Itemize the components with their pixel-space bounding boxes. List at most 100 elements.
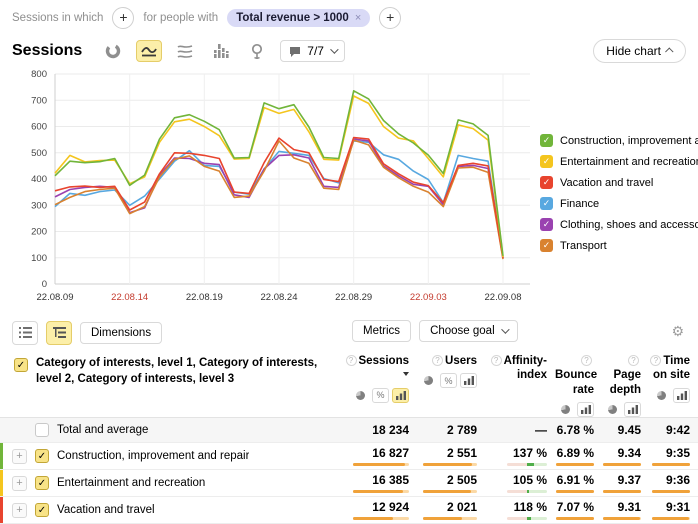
table-settings-gear-icon[interactable]: ⚙ <box>671 323 684 340</box>
dimension-checkbox[interactable]: ✓ <box>14 358 28 372</box>
help-icon[interactable]: ? <box>581 355 592 366</box>
metric-value-cell: 2 505 <box>417 470 485 496</box>
value-bar <box>652 463 690 466</box>
value-bar <box>423 490 477 493</box>
expand-row-button[interactable]: + <box>12 476 27 491</box>
legend-item[interactable]: ✓Finance <box>540 197 698 210</box>
chevron-down-icon <box>330 45 338 53</box>
metrics-button[interactable]: Metrics <box>352 320 411 342</box>
legend-checkbox[interactable]: ✓ <box>540 134 553 147</box>
expand-row-button[interactable]: + <box>12 503 27 518</box>
row-label: Construction, improvement and repair <box>57 450 249 462</box>
metric-columns-header: ?Sessions%?Users%?Affinity-index?Bounce … <box>345 352 698 417</box>
row-checkbox[interactable]: ✓ <box>35 449 49 463</box>
legend-checkbox[interactable]: ✓ <box>540 155 553 168</box>
legend-checkbox[interactable]: ✓ <box>540 176 553 189</box>
yandex-metrica-report-page: Sessions in which + for people with Tota… <box>0 0 698 524</box>
add-session-condition-button[interactable]: + <box>112 7 134 29</box>
tree-icon <box>53 327 66 338</box>
metric-value: 9:35 <box>666 447 690 460</box>
metric-value: 9:31 <box>666 501 690 514</box>
metric-value: 9.45 <box>618 424 641 437</box>
map-chart-type-button[interactable] <box>244 40 270 62</box>
pie-display-toggle[interactable] <box>653 388 670 403</box>
column-sort-label[interactable]: ?Bounce rate <box>555 354 594 397</box>
filter-chip-total-revenue[interactable]: Total revenue > 1000 × <box>227 9 370 27</box>
percent-display-toggle[interactable]: % <box>440 373 457 388</box>
legend-checkbox[interactable]: ✓ <box>540 197 553 210</box>
row-checkbox[interactable]: ✓ <box>35 476 49 490</box>
column-sort-label[interactable]: ?Affinity-index <box>485 354 547 383</box>
table-header: ✓ Category of interests, level 1, Catego… <box>0 350 698 417</box>
tree-view-button[interactable] <box>46 321 72 345</box>
remove-filter-icon[interactable]: × <box>355 12 361 24</box>
row-values: 12 9242 021118 %7.07 %9.319:31 <box>345 497 698 523</box>
bar-display-toggle[interactable] <box>392 388 409 403</box>
pie-chart-type-button[interactable] <box>100 40 126 62</box>
display-mode-toggles <box>602 402 641 417</box>
legend-item[interactable]: ✓Clothing, shoes and accessories <box>540 218 698 231</box>
total-row: Total and average18 2342 789—6.78 %9.459… <box>0 417 698 443</box>
metric-value: 9:36 <box>666 474 690 487</box>
column-sort-label[interactable]: ?Page depth <box>602 354 641 397</box>
metric-column-header: ?Sessions% <box>345 352 417 417</box>
metric-value-cell: 118 % <box>485 497 555 523</box>
metric-value: 6.78 % <box>557 424 594 437</box>
doughnut-icon <box>105 43 121 59</box>
legend-checkbox[interactable]: ✓ <box>540 218 553 231</box>
help-icon[interactable]: ? <box>628 355 639 366</box>
legend-item[interactable]: ✓Entertainment and recreation <box>540 155 698 168</box>
bars-icon <box>677 391 687 400</box>
column-chart-type-button[interactable] <box>208 40 234 62</box>
metric-value: 7.07 % <box>557 501 594 514</box>
pie-display-toggle[interactable] <box>420 373 437 388</box>
bar-display-toggle[interactable] <box>624 402 641 417</box>
row-values: 18 2342 789—6.78 %9.459:42 <box>345 418 698 442</box>
metric-value: 137 % <box>513 447 547 460</box>
percent-display-toggle[interactable]: % <box>372 388 389 403</box>
row-checkbox[interactable] <box>35 423 49 437</box>
help-icon[interactable]: ? <box>432 355 443 366</box>
choose-goal-label: Choose goal <box>430 325 495 337</box>
pie-display-toggle[interactable] <box>352 388 369 403</box>
dimension-header-label: Category of interests, level 1, Category… <box>36 356 335 417</box>
flat-list-view-button[interactable] <box>12 321 38 345</box>
metric-value: 9.37 <box>618 474 641 487</box>
annotations-count: 7/7 <box>307 44 324 58</box>
bar-display-toggle[interactable] <box>460 373 477 388</box>
stacked-area-type-button[interactable] <box>172 40 198 62</box>
row-checkbox[interactable]: ✓ <box>35 503 49 517</box>
sessions-in-which-label: Sessions in which <box>12 12 103 24</box>
metric-value-cell: 16 827 <box>345 443 417 469</box>
help-icon[interactable]: ? <box>491 355 502 366</box>
choose-goal-button[interactable]: Choose goal <box>419 320 518 342</box>
column-sort-label[interactable]: ?Time on site <box>649 354 690 383</box>
hide-chart-button[interactable]: Hide chart <box>593 39 686 63</box>
bar-display-toggle[interactable] <box>577 402 594 417</box>
legend-item[interactable]: ✓ Vacation and travel <box>540 176 698 189</box>
legend-label: Construction, improvement and repair <box>560 135 698 147</box>
annotations-dropdown[interactable]: 7/7 <box>280 40 345 62</box>
legend-item[interactable]: ✓ Construction, improvement and repair <box>540 134 698 147</box>
legend-item[interactable]: ✓Transport <box>540 239 698 252</box>
line-chart-type-button[interactable] <box>136 40 162 62</box>
column-sort-label[interactable]: ?Sessions <box>345 354 409 383</box>
legend-label: Vacation and travel <box>560 177 653 189</box>
y-axis-label: 200 <box>31 227 47 238</box>
add-people-condition-button[interactable]: + <box>379 7 401 29</box>
dimensions-button[interactable]: Dimensions <box>80 322 162 344</box>
pie-display-toggle[interactable] <box>604 402 621 417</box>
column-sort-label[interactable]: ?Users <box>417 354 477 368</box>
y-axis-label: 600 <box>31 122 47 133</box>
x-axis-label: 22.08.14 <box>111 292 148 303</box>
expand-row-button[interactable]: + <box>12 449 27 464</box>
legend-checkbox[interactable]: ✓ <box>540 239 553 252</box>
bar-display-toggle[interactable] <box>673 388 690 403</box>
help-icon[interactable]: ? <box>650 355 661 366</box>
value-bar <box>353 463 409 466</box>
x-axis-label: 22.08.09 <box>37 292 74 303</box>
value-bar <box>353 517 409 520</box>
pie-display-toggle[interactable] <box>557 402 574 417</box>
help-icon[interactable]: ? <box>346 355 357 366</box>
chevron-up-icon <box>665 47 673 55</box>
